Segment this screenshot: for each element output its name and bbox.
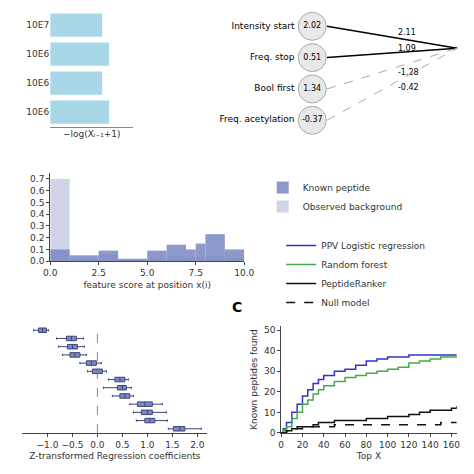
- svg-text:10E6: 10E6: [26, 107, 49, 117]
- svg-text:100: 100: [379, 440, 396, 450]
- svg-text:30: 30: [264, 366, 276, 376]
- svg-text:−0.5: −0.5: [62, 440, 84, 450]
- svg-text:C: C: [232, 299, 242, 315]
- svg-text:2.0: 2.0: [190, 440, 205, 450]
- svg-text:0.51: 0.51: [303, 53, 321, 62]
- svg-text:0.5: 0.5: [30, 198, 44, 208]
- svg-text:Freq. acetylation: Freq. acetylation: [219, 115, 294, 125]
- svg-text:2.11: 2.11: [398, 28, 416, 37]
- svg-text:PeptideRanker: PeptideRanker: [321, 279, 386, 289]
- svg-text:1.09: 1.09: [398, 44, 416, 53]
- svg-text:50: 50: [264, 325, 276, 335]
- svg-text:-1.28: -1.28: [398, 68, 419, 77]
- svg-text:Known peptides found: Known peptides found: [249, 329, 259, 430]
- svg-text:Top X: Top X: [356, 451, 381, 461]
- svg-text:-0.37: -0.37: [302, 115, 323, 124]
- svg-text:160: 160: [443, 440, 460, 450]
- svg-text:1.0: 1.0: [140, 440, 155, 450]
- svg-text:Null model: Null model: [321, 298, 369, 308]
- svg-text:0.5: 0.5: [115, 440, 129, 450]
- svg-text:2.02: 2.02: [303, 21, 321, 30]
- svg-text:feature score at position x(i): feature score at position x(i): [83, 280, 211, 290]
- svg-text:40: 40: [264, 346, 276, 356]
- svg-text:−1.0: −1.0: [37, 440, 59, 450]
- svg-text:10: 10: [264, 408, 276, 418]
- svg-text:Freq. stop: Freq. stop: [250, 52, 295, 62]
- svg-text:0.6: 0.6: [30, 186, 45, 196]
- svg-text:5.0: 5.0: [140, 268, 155, 278]
- svg-text:Bool first: Bool first: [254, 83, 295, 93]
- svg-text:10E6: 10E6: [26, 78, 49, 88]
- svg-text:20: 20: [264, 387, 276, 397]
- svg-text:Observed background: Observed background: [303, 202, 402, 212]
- svg-text:20: 20: [297, 440, 309, 450]
- svg-text:0.0: 0.0: [30, 256, 45, 266]
- svg-text:0.3: 0.3: [30, 221, 44, 231]
- svg-text:7.5: 7.5: [189, 268, 203, 278]
- svg-text:Intensity start: Intensity start: [232, 21, 295, 31]
- svg-text:120: 120: [400, 440, 417, 450]
- svg-text:60: 60: [339, 440, 351, 450]
- svg-text:0.1: 0.1: [30, 245, 44, 255]
- svg-text:140: 140: [422, 440, 439, 450]
- svg-text:80: 80: [361, 440, 373, 450]
- svg-text:1.5: 1.5: [165, 440, 179, 450]
- svg-text:Known peptide: Known peptide: [303, 183, 371, 193]
- svg-text:0.2: 0.2: [30, 233, 44, 243]
- svg-text:2.5: 2.5: [92, 268, 106, 278]
- svg-text:Z-transformed Regression coeff: Z-transformed Regression coefficients: [29, 451, 200, 461]
- svg-text:0: 0: [278, 440, 284, 450]
- svg-text:10E6: 10E6: [26, 49, 49, 59]
- svg-text:Random forest: Random forest: [321, 260, 388, 270]
- svg-text:−log(Xᵢ₋₁+1): −log(Xᵢ₋₁+1): [63, 129, 121, 139]
- svg-text:0: 0: [270, 428, 276, 438]
- svg-text:0.0: 0.0: [90, 440, 105, 450]
- svg-text:40: 40: [318, 440, 330, 450]
- svg-text:10E7: 10E7: [26, 20, 49, 30]
- svg-text:0.4: 0.4: [30, 209, 45, 219]
- svg-text:PPV Logistic regression: PPV Logistic regression: [321, 241, 425, 251]
- svg-text:1.34: 1.34: [303, 84, 321, 93]
- svg-text:10.0: 10.0: [234, 268, 254, 278]
- svg-text:-0.42: -0.42: [398, 83, 419, 92]
- svg-text:0.0: 0.0: [43, 268, 58, 278]
- svg-text:0.7: 0.7: [30, 174, 44, 184]
